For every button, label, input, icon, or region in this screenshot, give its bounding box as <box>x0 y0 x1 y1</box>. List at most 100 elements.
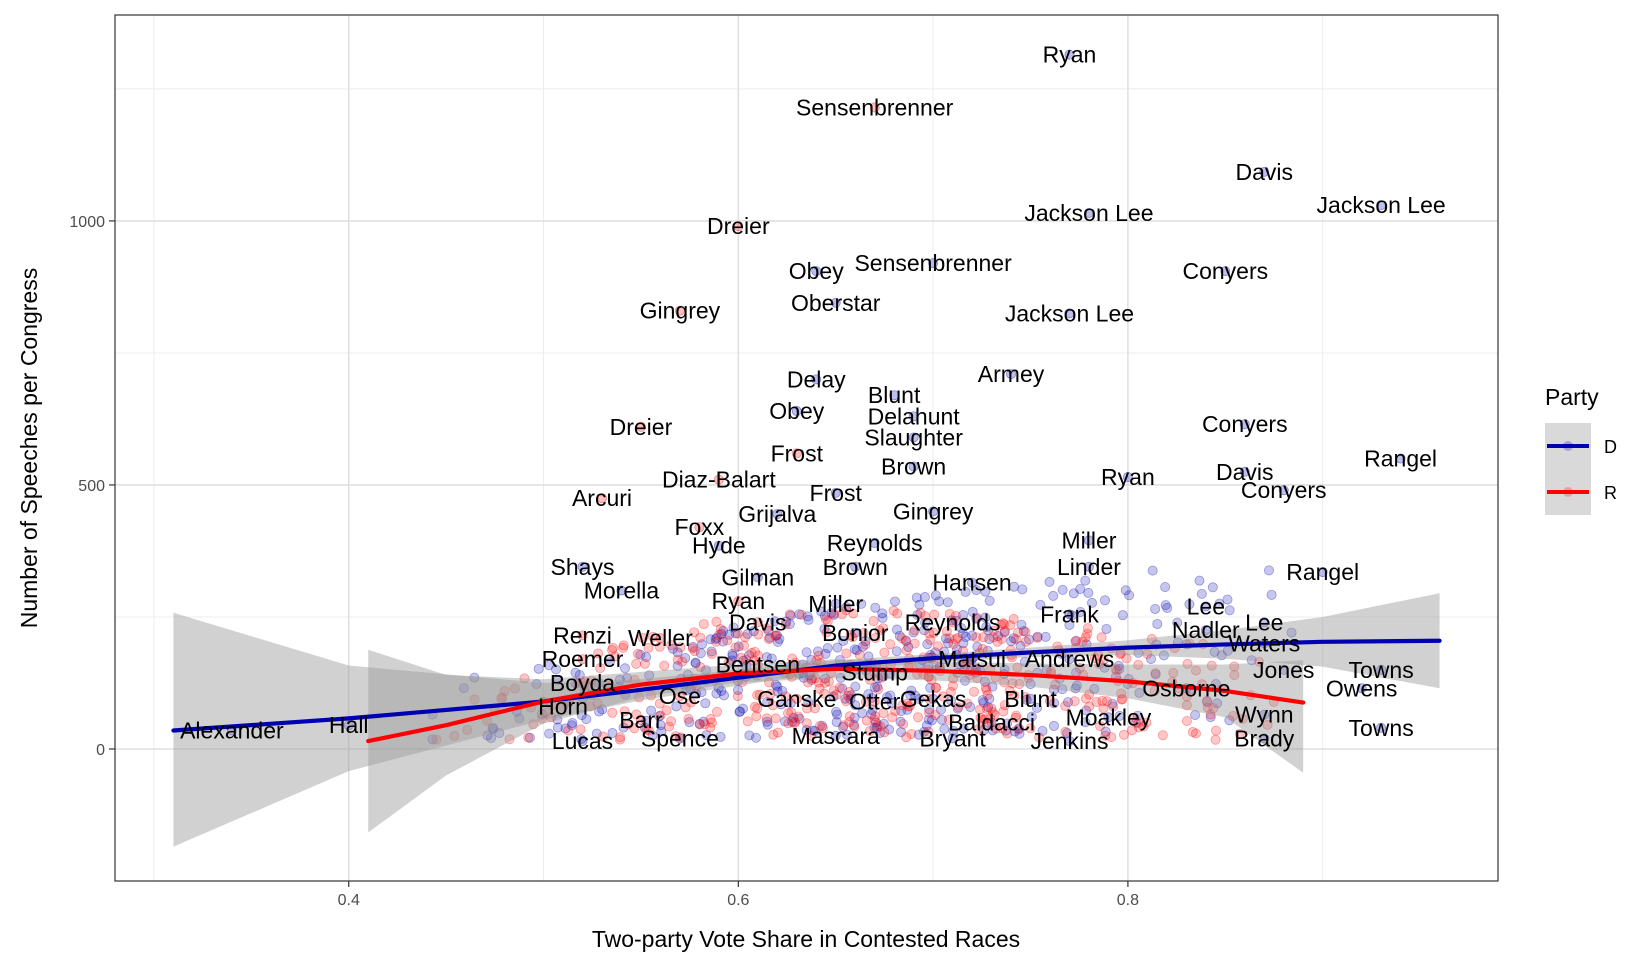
point-R-197 <box>592 698 603 709</box>
point-D-175 <box>576 710 587 721</box>
point-D-395 <box>748 626 759 637</box>
point-R-156 <box>706 648 717 659</box>
point-D-370 <box>816 606 827 617</box>
point-R-52 <box>973 724 984 735</box>
point-R-202 <box>796 609 807 620</box>
point-D-355 <box>1080 717 1091 728</box>
point-R-341 <box>637 633 648 644</box>
point-D-79 <box>766 653 777 664</box>
label-D-10: Delay <box>787 366 846 392</box>
point-D-162 <box>913 729 924 740</box>
label-R-10: Reynolds <box>905 609 1001 635</box>
point-R-84 <box>666 716 677 727</box>
point-R-265 <box>1077 636 1088 647</box>
point-D-274 <box>785 610 796 621</box>
point-R-136 <box>772 727 783 738</box>
point-R-123 <box>680 702 691 713</box>
labelled-point-D-49 <box>343 720 354 731</box>
point-R-31 <box>817 722 828 733</box>
point-R-313 <box>979 714 990 725</box>
point-D-322 <box>901 636 912 647</box>
point-R-324 <box>974 704 985 715</box>
point-R-328 <box>997 723 1008 734</box>
label-D-49: Hall <box>329 712 369 738</box>
point-D-42 <box>1018 626 1029 637</box>
label-D-9: Armey <box>978 361 1045 387</box>
label-D-4: Sensenbrenner <box>854 250 1012 276</box>
point-D-8 <box>711 632 722 643</box>
point-D-57 <box>604 657 615 668</box>
point-D-331 <box>870 682 881 693</box>
point-D-404 <box>903 642 914 653</box>
point-D-365 <box>713 682 724 693</box>
point-D-314 <box>951 644 962 655</box>
point-R-9 <box>925 634 936 645</box>
point-D-388 <box>716 628 727 639</box>
point-R-61 <box>982 690 993 701</box>
point-D-283 <box>812 646 823 657</box>
labelled-point-D-12 <box>791 406 802 417</box>
point-R-150 <box>1084 701 1095 712</box>
point-R-288 <box>449 730 460 741</box>
point-R-295 <box>618 640 629 651</box>
labelled-point-D-38 <box>1200 625 1211 636</box>
legend-title: Party <box>1545 384 1599 410</box>
point-R-200 <box>654 698 665 709</box>
point-D-319 <box>960 631 971 642</box>
labelled-point-R-1 <box>733 221 744 232</box>
point-R-162 <box>885 639 896 650</box>
label-R-0: Sensenbrenner <box>796 94 954 120</box>
point-D-229 <box>1099 662 1110 673</box>
point-R-222 <box>523 732 534 743</box>
point-R-199 <box>1229 661 1240 672</box>
point-D-309 <box>965 702 976 713</box>
label-D-16: Rangel <box>1364 446 1437 472</box>
point-D-16 <box>726 655 737 666</box>
point-D-363 <box>672 661 683 672</box>
point-R-12 <box>989 709 1000 720</box>
point-R-88 <box>972 612 983 623</box>
point-R-180 <box>820 614 831 625</box>
point-D-304 <box>802 611 813 622</box>
point-R-238 <box>932 641 943 652</box>
point-D-103 <box>560 723 571 734</box>
point-D-195 <box>1266 589 1277 600</box>
x-tick-label-2: 0.8 <box>1117 892 1139 909</box>
point-R-28 <box>849 721 860 732</box>
point-R-284 <box>689 627 700 638</box>
point-R-158 <box>607 644 618 655</box>
label-D-20: Conyers <box>1241 477 1327 503</box>
point-D-259 <box>482 730 493 741</box>
label-D-27: Brown <box>823 554 888 580</box>
point-D-373 <box>1224 715 1235 726</box>
label-D-1: Davis <box>1235 159 1293 185</box>
point-R-49 <box>924 707 935 718</box>
label-D-39: Waters <box>1228 630 1300 656</box>
axes: 0.4 0.6 0.8 0 500 1000 <box>69 214 1139 909</box>
point-D-231 <box>984 595 995 606</box>
point-D-321 <box>803 614 814 625</box>
point-R-154 <box>764 677 775 688</box>
point-D-393 <box>936 714 947 725</box>
point-R-338 <box>836 609 847 620</box>
label-D-55: Brady <box>1234 725 1295 751</box>
point-R-139 <box>924 628 935 639</box>
point-D-46 <box>872 681 883 692</box>
point-D-268 <box>955 659 966 670</box>
point-D-39 <box>1147 565 1158 576</box>
point-D-167 <box>594 706 605 717</box>
point-D-202 <box>1063 697 1074 708</box>
point-D-236 <box>923 714 934 725</box>
point-D-60 <box>863 689 874 700</box>
point-D-334 <box>925 682 936 693</box>
point-D-214 <box>860 636 871 647</box>
point-R-336 <box>790 658 801 669</box>
point-D-408 <box>867 705 878 716</box>
label-D-5: Conyers <box>1182 258 1268 284</box>
labelled-point-D-22 <box>928 506 939 517</box>
point-R-149 <box>1060 701 1071 712</box>
point-D-80 <box>919 625 930 636</box>
point-R-243 <box>695 662 706 673</box>
point-R-347 <box>920 611 931 622</box>
point-R-314 <box>763 633 774 644</box>
